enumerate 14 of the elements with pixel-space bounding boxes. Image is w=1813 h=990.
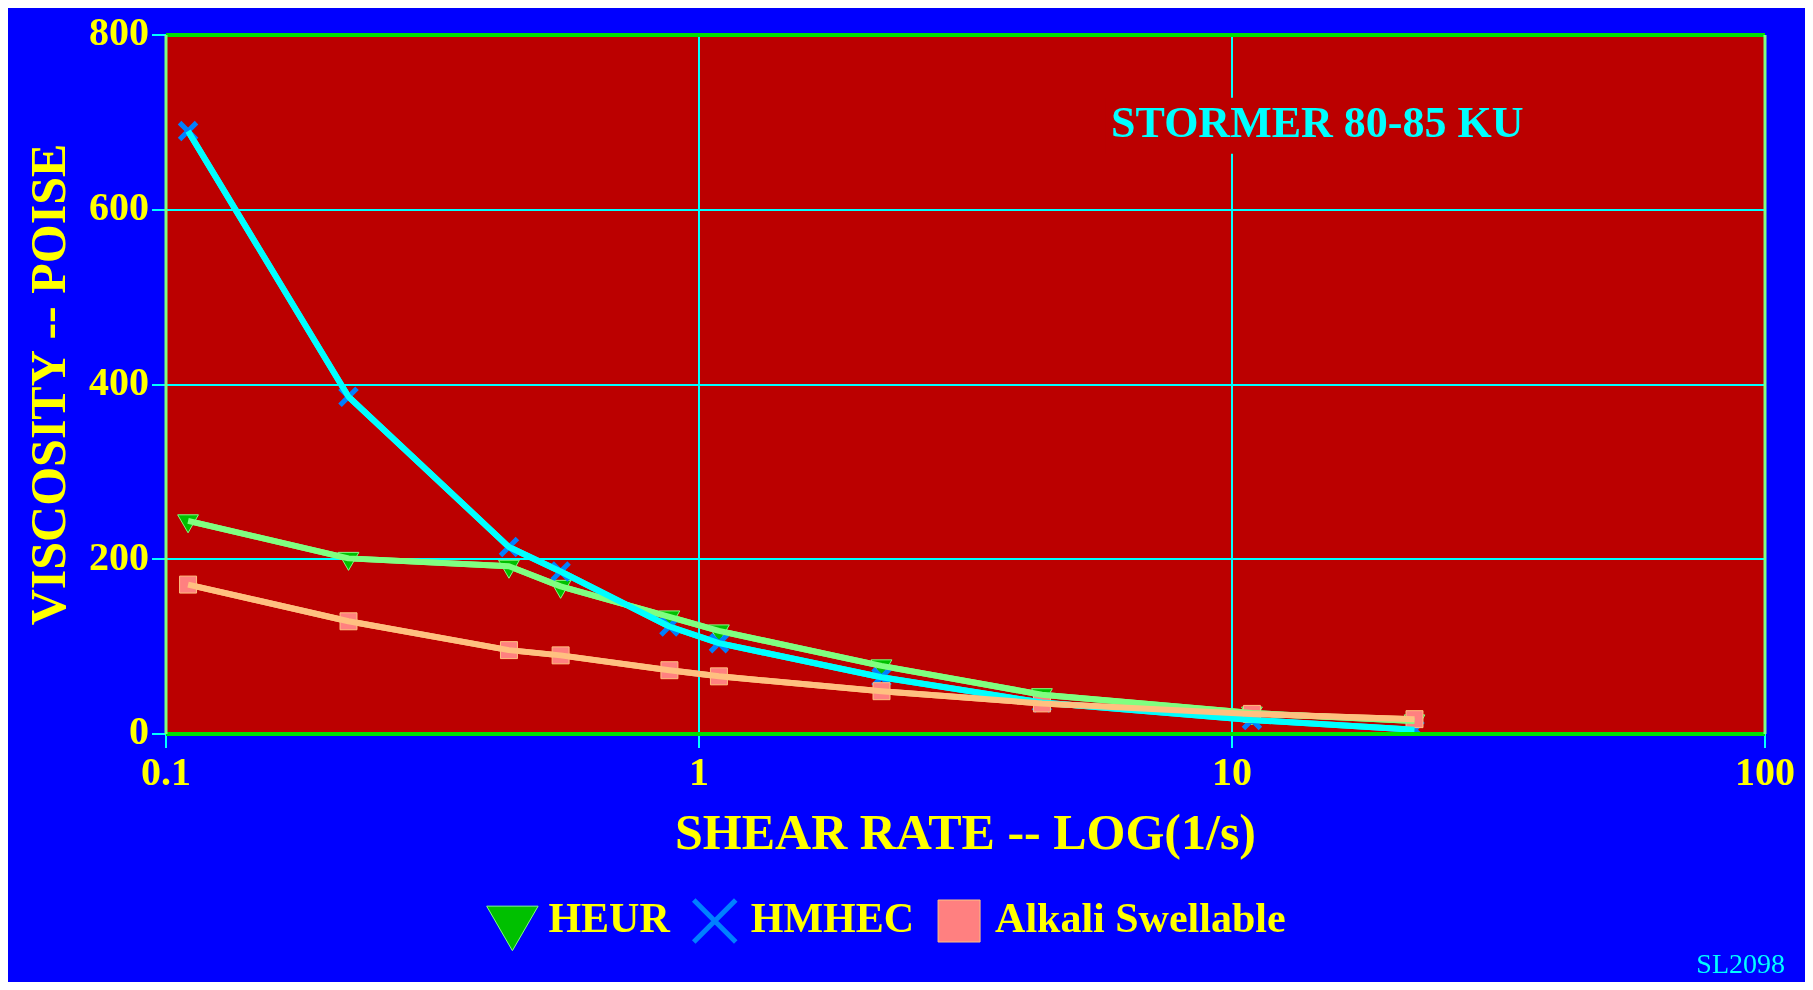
- x-tick-label: 10: [1212, 749, 1252, 795]
- y-axis-title: VISCOSITY -- POISE: [19, 143, 76, 626]
- x-tick-label: 1: [689, 749, 709, 795]
- y-tick-label: 200: [89, 533, 149, 579]
- annotation: STORMER 80-85 KU: [1111, 98, 1524, 148]
- legend-label: HEUR: [548, 894, 671, 941]
- legend-label: Alkali Swellable: [995, 894, 1286, 941]
- legend-label: HMHEC: [750, 894, 915, 941]
- y-tick-label: 600: [89, 184, 149, 230]
- x-tick-label: 100: [1735, 749, 1795, 795]
- y-tick-label: 800: [89, 9, 149, 55]
- y-tick-label: 400: [89, 358, 149, 404]
- x-axis-title: SHEAR RATE -- LOG(1/s): [674, 803, 1257, 860]
- text: SL2098: [1696, 948, 1785, 980]
